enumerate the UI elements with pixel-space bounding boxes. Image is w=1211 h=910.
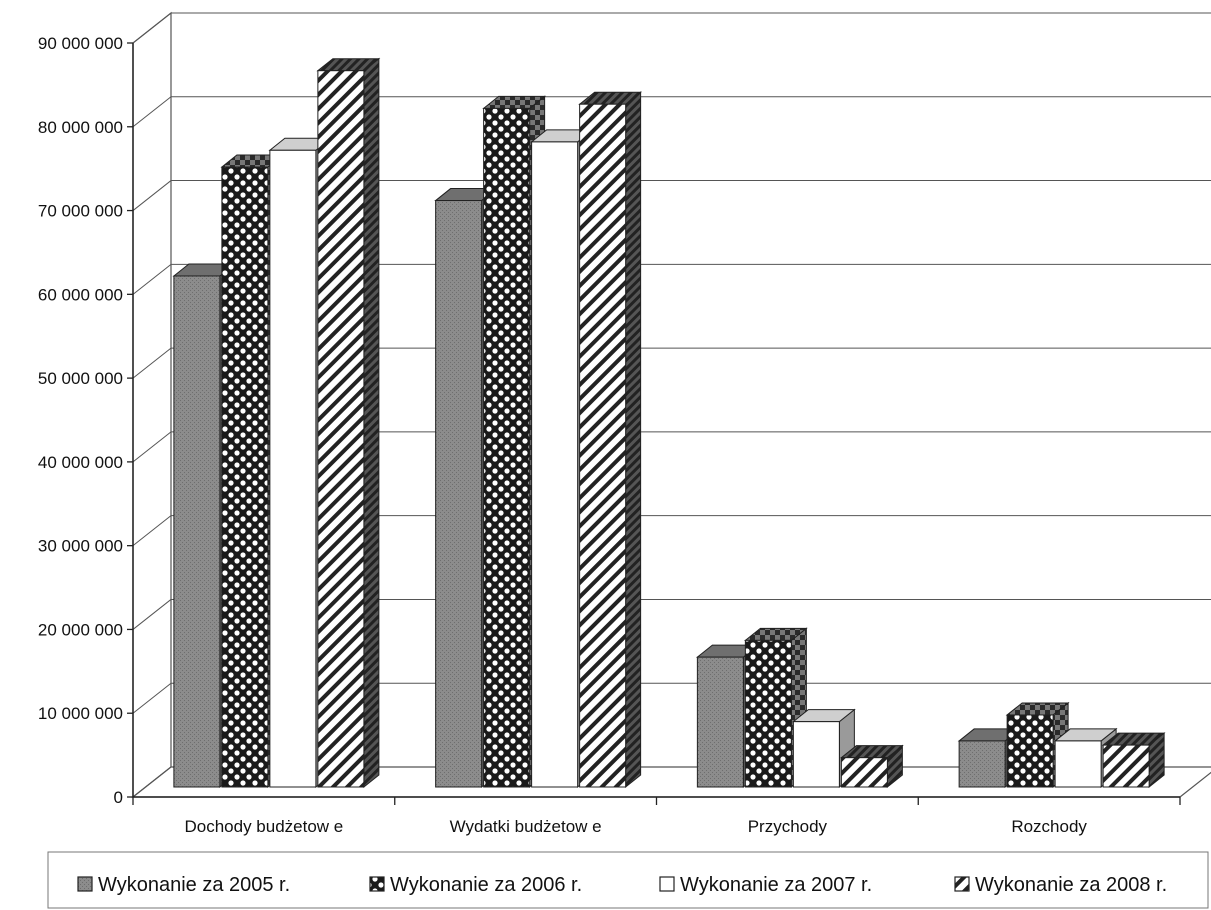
legend-item: Wykonanie za 2005 r.	[77, 874, 290, 896]
legend: Wykonanie za 2005 r. Wykonanie za 2006 r.…	[47, 851, 1209, 909]
bar-front	[840, 757, 888, 788]
x-category-label: Przychody	[748, 817, 828, 836]
legend-swatch	[659, 876, 675, 892]
gridline-side	[132, 96, 172, 128]
bars	[172, 57, 1166, 789]
y-tick-label: 50 000 000	[38, 369, 123, 388]
bar-front	[269, 149, 317, 788]
x-category-label: Rozchody	[1011, 817, 1087, 836]
y-tick-label: 40 000 000	[38, 453, 123, 472]
axes	[127, 42, 1181, 805]
bar	[839, 744, 904, 789]
legend-label: Wykonanie za 2005 r.	[98, 874, 290, 896]
axis-labels: 0 10 000 000 20 000 000 30 000 000 40 000 00…	[38, 34, 1088, 836]
gridline-side	[132, 431, 172, 463]
bar-front	[1006, 714, 1054, 788]
gridline-side	[132, 599, 172, 630]
legend-swatch	[369, 876, 385, 892]
gridline-side	[132, 12, 172, 44]
gridline-side	[132, 180, 172, 211]
bar	[578, 91, 643, 789]
bar-front	[317, 70, 365, 788]
bar	[1101, 732, 1166, 789]
gridline-side	[132, 766, 172, 798]
y-tick-label: 80 000 000	[38, 118, 123, 137]
gridline-side	[132, 263, 172, 295]
bar-front	[435, 200, 483, 788]
legend-swatch	[954, 876, 970, 892]
side-wall	[132, 11, 172, 799]
legend-item: Wykonanie za 2007 r.	[659, 874, 872, 896]
bar-front	[173, 275, 221, 788]
y-tick-label: 30 000 000	[38, 537, 123, 556]
bar-side	[625, 91, 642, 789]
bar-front	[1102, 744, 1150, 788]
legend-box	[47, 851, 1209, 909]
bar-front	[579, 103, 627, 788]
bar-front	[1054, 740, 1102, 788]
x-category-label: Wydatki budżetow e	[450, 817, 602, 836]
y-tick-label: 90 000 000	[38, 34, 123, 53]
y-tick-label: 20 000 000	[38, 620, 123, 639]
gridline-side	[132, 347, 172, 379]
legend-label: Wykonanie za 2007 r.	[680, 874, 872, 896]
bar-front	[744, 639, 792, 788]
y-tick-label: 10 000 000	[38, 704, 123, 723]
legend-item: Wykonanie za 2008 r.	[954, 874, 1167, 896]
legend-label: Wykonanie za 2008 r.	[975, 874, 1167, 896]
y-tick-label: 60 000 000	[38, 285, 123, 304]
bar-front	[531, 141, 579, 788]
bar-front	[958, 740, 1006, 788]
y-tick-label: 70 000 000	[38, 202, 123, 221]
legend-item: Wykonanie za 2006 r.	[369, 874, 582, 896]
legend-label: Wykonanie za 2006 r.	[390, 874, 582, 896]
bar-front	[483, 107, 531, 788]
chart-back-wall	[131, 11, 1211, 799]
bar-front	[221, 166, 269, 788]
gridline-side	[132, 682, 172, 714]
bar-front	[696, 656, 744, 788]
bar-front	[792, 721, 840, 788]
x-category-label: Dochody budżetow e	[184, 817, 343, 836]
legend-swatch	[77, 876, 93, 892]
gridline-side	[132, 515, 172, 547]
bar-side	[363, 57, 380, 789]
y-tick-label: 0	[114, 788, 123, 807]
bar	[316, 57, 381, 789]
bar	[1005, 701, 1070, 789]
